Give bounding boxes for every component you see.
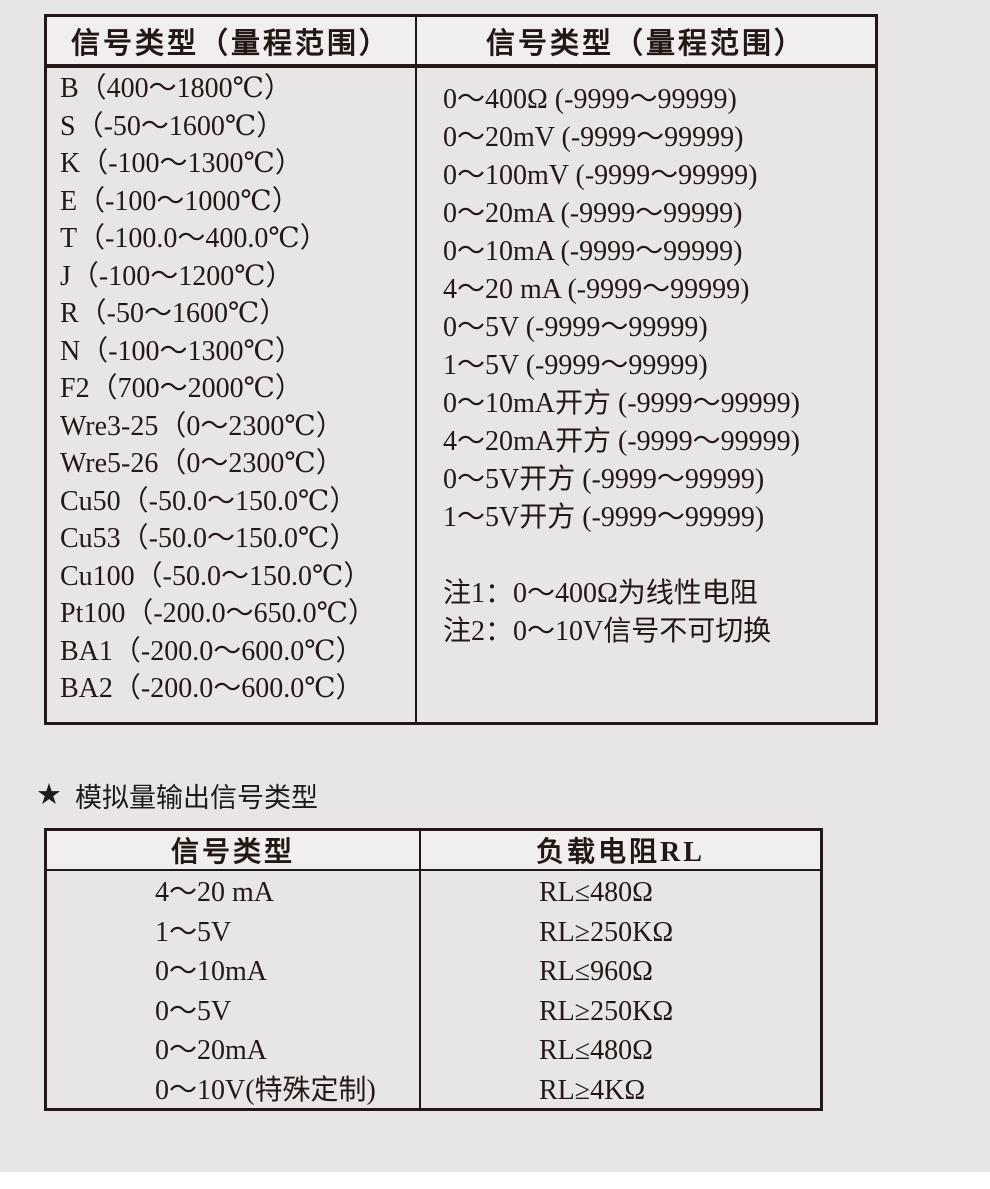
thermocouple-row: B（400～1800℃） — [60, 73, 292, 104]
thermocouple-signal-column: B（400～1800℃） S（-50～1600℃） K（-100～1300℃） … — [47, 68, 417, 722]
analog-signal-row: 1～5V (-9999～99999) — [443, 350, 708, 381]
table1-header-left-cell: 信号类型（量程范围） — [47, 17, 417, 64]
table2-body: 4～20 mA 1～5V 0～10mA 0～5V 0～20mA 0～10V(特殊… — [47, 871, 820, 1108]
analog-signal-row: 0～10mA (-9999～99999) — [443, 236, 743, 267]
signal-type-range-table: 信号类型（量程范围） 信号类型（量程范围） B（400～1800℃） S（-50… — [44, 14, 878, 725]
analog-signal-row: 0～20mA (-9999～99999) — [443, 198, 743, 229]
analog-signal-row: 4～20 mA (-9999～99999) — [443, 274, 750, 305]
table1-header-left-label: 信号类型（量程范围） — [70, 27, 391, 60]
analog-signal-row: 0～100mV (-9999～99999) — [443, 160, 758, 191]
note-line-1: 注1：0～400Ω为线性电阻 — [443, 578, 758, 609]
thermocouple-row: Wre5-26（0～2300℃） — [60, 448, 344, 479]
page-bottom-margin — [0, 1172, 990, 1189]
analog-signal-column: 0～400Ω (-9999～99999) 0～20mV (-9999～99999… — [417, 68, 875, 722]
analog-signal-row: 0～400Ω (-9999～99999) — [443, 84, 737, 115]
load-resistance-cell: RL≤480Ω — [539, 1035, 653, 1066]
output-signal-cell: 0～10mA — [155, 956, 268, 987]
load-resistance-cell: RL≥250KΩ — [539, 995, 674, 1027]
thermocouple-row: N（-100～1300℃） — [60, 335, 303, 367]
table2-header-load-label: 负载电阻RL — [536, 837, 705, 868]
output-signal-cell: 0～5V — [155, 995, 232, 1027]
thermocouple-row: Cu50（-50.0～150.0℃） — [60, 485, 358, 517]
analog-signal-row: 1～5V开方 (-9999～99999) — [443, 502, 765, 533]
output-load-table: 信号类型 负载电阻RL 4～20 mA 1～5V 0～10mA 0～5V 0～2… — [44, 828, 823, 1111]
notes-spacer — [443, 537, 875, 575]
thermocouple-row: Cu100（-50.0～150.0℃） — [60, 560, 372, 592]
output-signal-cell: 1～5V — [155, 916, 232, 948]
output-signal-cell: 0～10V(特殊定制) — [155, 1074, 376, 1106]
analog-signal-row: 4～20mA开方 (-9999～99999) — [443, 426, 800, 457]
table2-header-signal-label: 信号类型 — [170, 837, 295, 868]
thermocouple-row: K（-100～1300℃） — [60, 148, 303, 179]
load-resistance-cell: RL≤960Ω — [539, 956, 653, 987]
note-line-2: 注2：0～10V信号不可切换 — [443, 616, 772, 647]
table1-header-right-cell: 信号类型（量程范围） — [417, 17, 875, 64]
load-resistance-cell: RL≥4KΩ — [539, 1074, 646, 1106]
table1-body: B（400～1800℃） S（-50～1600℃） K（-100～1300℃） … — [47, 68, 875, 722]
analog-output-heading-label: 模拟量输出信号类型 — [75, 782, 318, 813]
thermocouple-row: F2（700～2000℃） — [60, 373, 303, 404]
analog-signal-row: 0～5V (-9999～99999) — [443, 312, 708, 343]
thermocouple-row: T（-100.0～400.0℃） — [60, 223, 328, 254]
analog-signal-row: 0～20mV (-9999～99999) — [443, 122, 744, 153]
output-signal-cell: 0～20mA — [155, 1035, 268, 1066]
thermocouple-row: E（-100～1000℃） — [60, 185, 300, 217]
analog-signal-row: 0～5V开方 (-9999～99999) — [443, 464, 765, 495]
thermocouple-row: Pt100（-200.0～650.0℃） — [60, 598, 376, 629]
analog-output-heading: ★ 模拟量输出信号类型 — [36, 779, 318, 813]
thermocouple-row: Wre3-25（0～2300℃） — [60, 410, 344, 442]
table2-header-load-cell: 负载电阻RL — [421, 831, 820, 869]
analog-signal-row: 0～10mA开方 (-9999～99999) — [443, 388, 800, 419]
load-resistance-cell: RL≤480Ω — [539, 877, 653, 908]
thermocouple-row: S（-50～1600℃） — [60, 110, 285, 142]
load-resistance-cell: RL≥250KΩ — [539, 916, 674, 948]
table1-header-row: 信号类型（量程范围） 信号类型（量程范围） — [47, 17, 875, 68]
thermocouple-row: R（-50～1600℃） — [60, 298, 288, 329]
thermocouple-row: BA2（-200.0～600.0℃） — [60, 673, 364, 704]
thermocouple-row: BA1（-200.0～600.0℃） — [60, 635, 364, 667]
table2-header-signal-cell: 信号类型 — [47, 831, 421, 869]
thermocouple-row: J（-100～1200℃） — [60, 260, 294, 292]
load-resistance-column: RL≤480Ω RL≥250KΩ RL≤960Ω RL≥250KΩ RL≤480… — [421, 871, 820, 1108]
output-signal-column: 4～20 mA 1～5V 0～10mA 0～5V 0～20mA 0～10V(特殊… — [47, 871, 421, 1108]
output-signal-cell: 4～20 mA — [155, 877, 275, 908]
star-icon: ★ — [36, 779, 62, 811]
thermocouple-row: Cu53（-50.0～150.0℃） — [60, 523, 358, 554]
table2-header-row: 信号类型 负载电阻RL — [47, 831, 820, 871]
table1-header-right-label: 信号类型（量程范围） — [485, 27, 806, 60]
